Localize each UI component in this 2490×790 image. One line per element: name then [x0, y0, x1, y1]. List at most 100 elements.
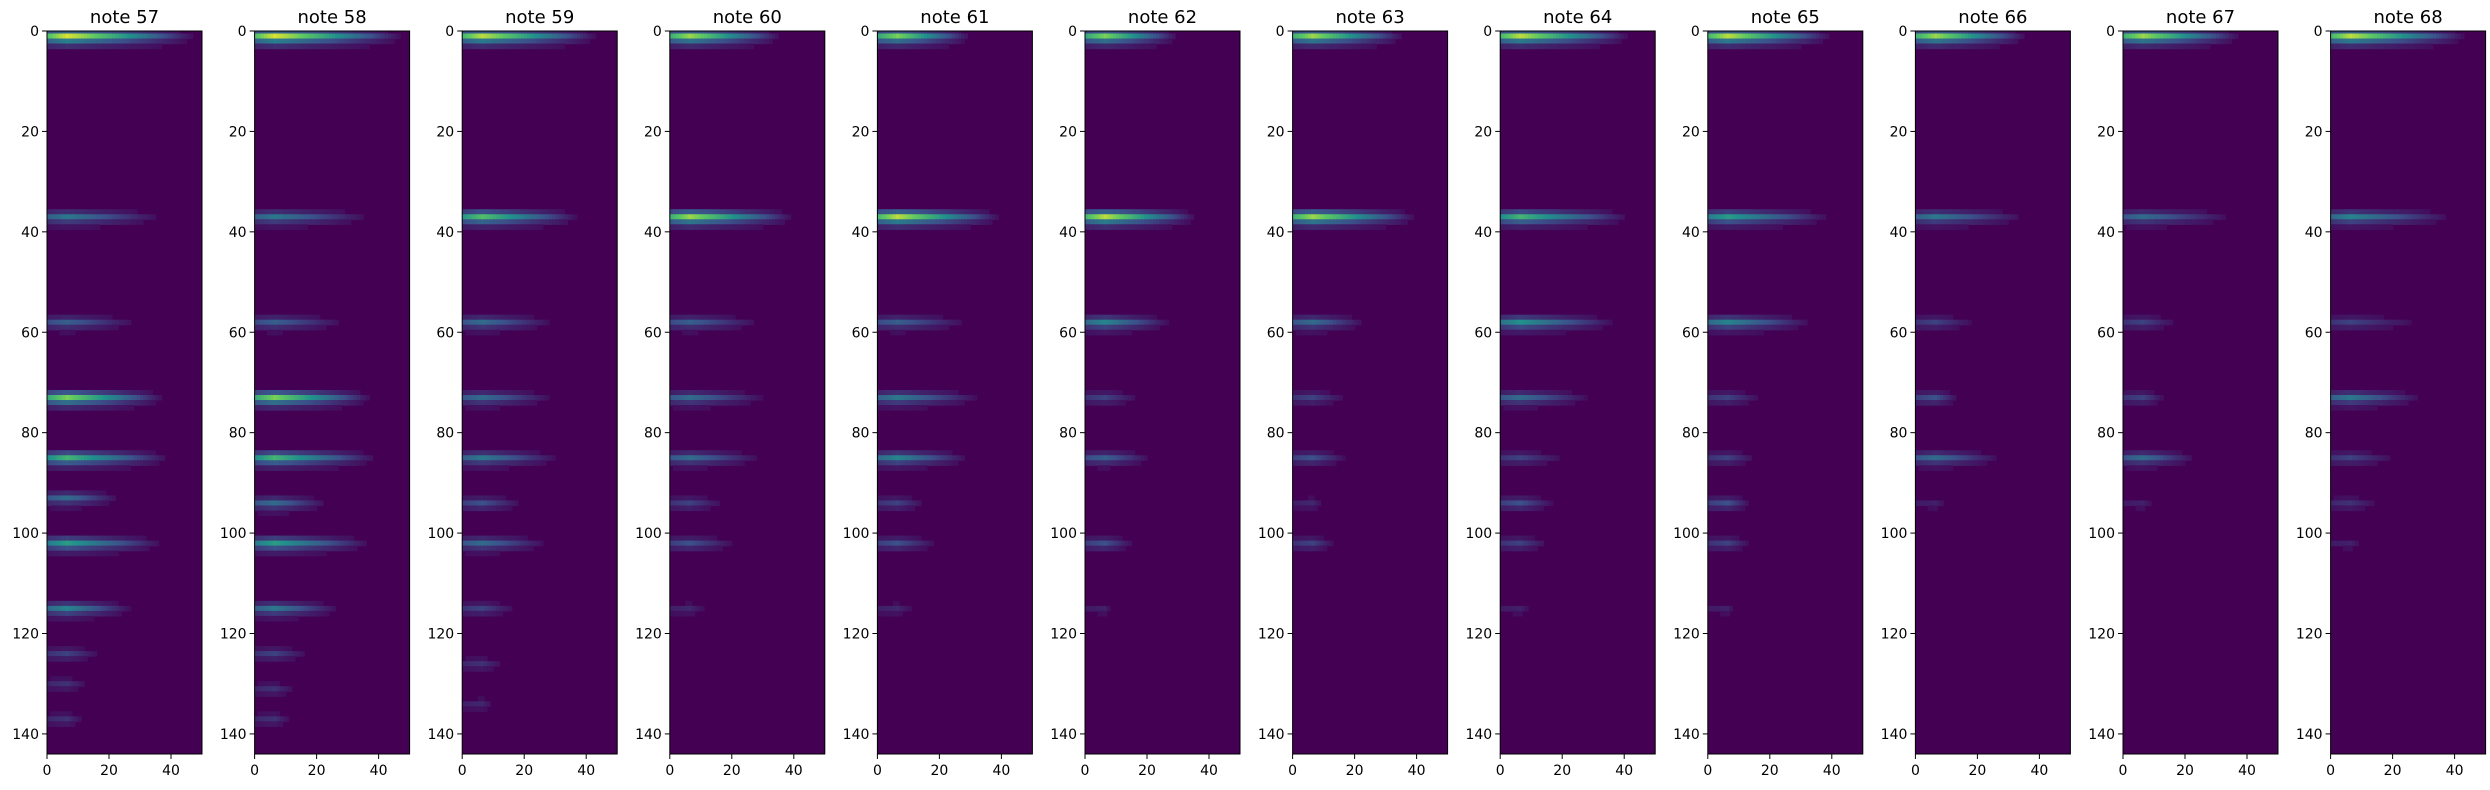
- heatmap-cell: [124, 389, 129, 396]
- heatmap-cell: [682, 455, 686, 461]
- heatmap-cell: [951, 455, 956, 461]
- heatmap-cell: [710, 500, 714, 507]
- heatmap-cell: [514, 209, 519, 215]
- heatmap-cell: [1308, 38, 1312, 45]
- heatmap-cell: [697, 324, 702, 331]
- heatmap-cell: [490, 395, 494, 401]
- heatmap-cell: [267, 31, 271, 35]
- heatmap-cell: [1385, 219, 1390, 225]
- heatmap-cell: [917, 389, 922, 396]
- heatmap-cell: [65, 495, 70, 502]
- heatmap-cell: [1292, 319, 1297, 326]
- heatmap-cell: [1112, 400, 1117, 406]
- heatmap-cell: [533, 400, 538, 406]
- heatmap-cell: [985, 209, 990, 215]
- heatmap-cell: [1128, 329, 1133, 336]
- heatmap-cell: [521, 455, 525, 461]
- heatmap-cell: [56, 400, 60, 406]
- heatmap-cell: [480, 701, 485, 707]
- heatmap-cell: [1159, 319, 1164, 326]
- heatmap-cell: [722, 324, 727, 331]
- heatmap-cell: [1301, 224, 1306, 230]
- heatmap-cell: [713, 43, 717, 50]
- heatmap-cell: [710, 209, 714, 215]
- heatmap-cell: [273, 656, 277, 662]
- heatmap-cell: [908, 505, 913, 512]
- heatmap-cell: [102, 535, 107, 542]
- heatmap-cell: [310, 324, 315, 331]
- heatmap-cell: [298, 455, 302, 461]
- heatmap-cell: [1339, 219, 1343, 225]
- heatmap-cell: [68, 646, 73, 652]
- heatmap-cell: [549, 38, 553, 45]
- heatmap-cell: [353, 450, 358, 456]
- heatmap-cell: [332, 395, 336, 401]
- heatmap-cell: [911, 395, 916, 401]
- heatmap-cell: [716, 545, 720, 552]
- heatmap-cell: [524, 38, 528, 45]
- heatmap-cell: [477, 405, 482, 411]
- heatmap-cell: [99, 600, 104, 607]
- heatmap-cell: [257, 324, 262, 331]
- heatmap-cell: [502, 605, 507, 612]
- heatmap-cell: [939, 209, 944, 215]
- heatmap-cell: [276, 721, 280, 727]
- heatmap-cell: [1184, 219, 1188, 225]
- heatmap-cell: [1168, 209, 1173, 215]
- heatmap-cell: [892, 500, 897, 507]
- heatmap-cell: [1363, 43, 1368, 50]
- heatmap-cell: [880, 400, 885, 406]
- heatmap-cell: [942, 319, 947, 326]
- heatmap-cell: [1088, 535, 1092, 542]
- heatmap-cell: [118, 405, 122, 411]
- heatmap-cell: [899, 535, 903, 542]
- heatmap-cell: [465, 495, 469, 502]
- heatmap-cell: [530, 324, 535, 331]
- heatmap-cell: [490, 661, 494, 667]
- heatmap-cell: [583, 33, 587, 40]
- heatmap-cell: [933, 460, 937, 466]
- heatmap-cell: [722, 219, 727, 225]
- heatmap-cell: [527, 455, 531, 461]
- heatmap-cell: [1137, 455, 1142, 461]
- heatmap-cell: [50, 600, 54, 607]
- y-tick-label: 60: [229, 325, 247, 341]
- heatmap-cell: [96, 540, 101, 547]
- heatmap-cell: [1122, 209, 1126, 215]
- heatmap-cell: [276, 691, 280, 697]
- heatmap-cell: [1088, 38, 1092, 45]
- heatmap-cell: [483, 610, 488, 617]
- heatmap-cell: [270, 615, 274, 622]
- heatmap-cell: [1298, 319, 1303, 326]
- heatmap-cell: [1153, 314, 1157, 321]
- heatmap-cell: [329, 33, 333, 40]
- heatmap-cell: [47, 721, 51, 727]
- heatmap-cell: [363, 455, 367, 461]
- heatmap-cell: [889, 395, 894, 401]
- panel-title: note 57: [90, 7, 159, 28]
- heatmap-cell: [50, 656, 54, 662]
- heatmap-cell: [78, 500, 82, 507]
- heatmap-cell: [68, 711, 73, 717]
- heatmap-cell: [880, 38, 885, 45]
- heatmap-cell: [734, 319, 739, 326]
- heatmap-cell: [697, 219, 702, 225]
- heatmap-cell: [62, 651, 67, 657]
- heatmap-cell: [939, 450, 944, 456]
- heatmap-cell: [536, 38, 541, 45]
- heatmap-cell: [679, 219, 683, 225]
- heatmap-cell: [1150, 214, 1154, 220]
- heatmap-cell: [672, 610, 677, 617]
- heatmap-cell: [948, 219, 953, 225]
- heatmap-cell: [558, 33, 562, 40]
- heatmap-cell: [341, 31, 346, 35]
- heatmap-cell: [353, 43, 358, 50]
- heatmap-cell: [1311, 314, 1315, 321]
- heatmap-cell: [1370, 224, 1374, 230]
- heatmap-cell: [1339, 209, 1343, 215]
- heatmap-cell: [914, 500, 919, 507]
- heatmap-cell: [676, 33, 680, 40]
- heatmap-cell: [490, 540, 494, 547]
- heatmap-cell: [298, 495, 302, 502]
- heatmap-cell: [260, 540, 265, 547]
